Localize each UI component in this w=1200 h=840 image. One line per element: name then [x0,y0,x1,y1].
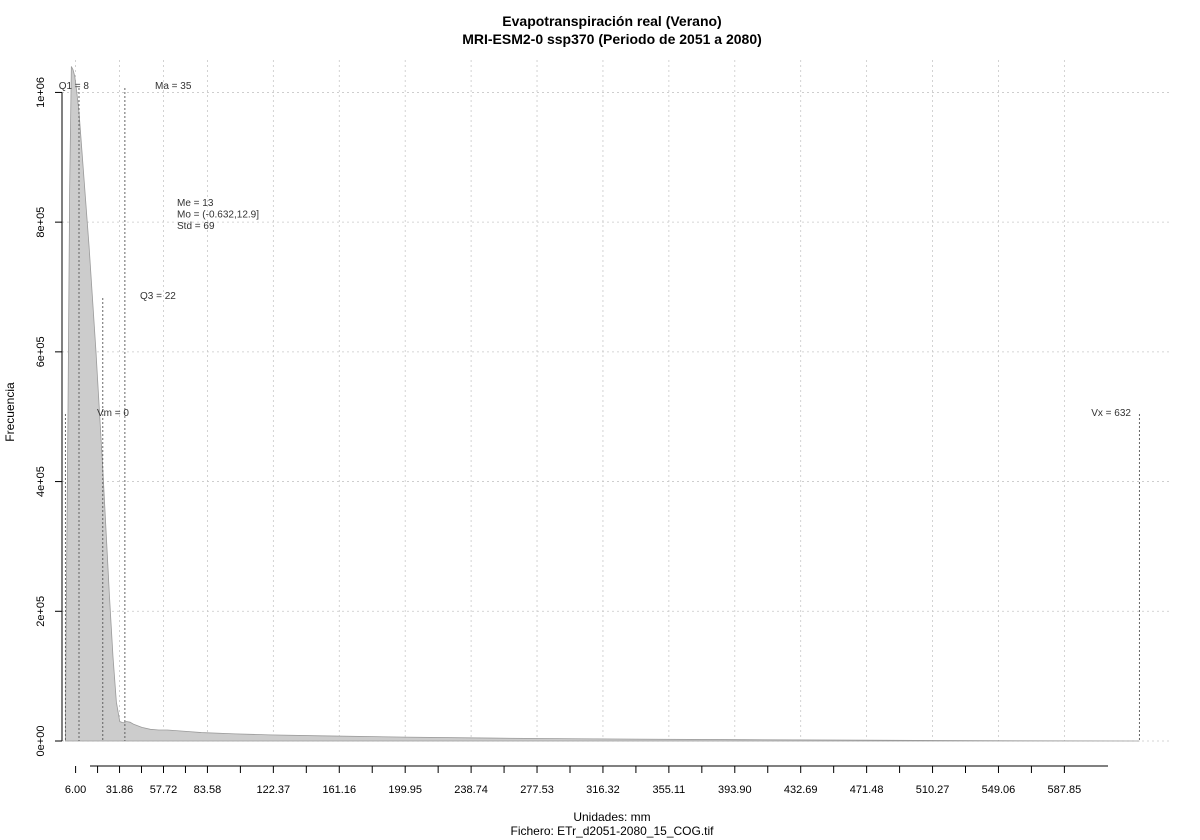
y-tick-label: 4e+05 [35,466,47,497]
x-tick-label: 549.06 [982,784,1016,796]
reference-line-label: Ma = 35 [155,81,192,92]
x-tick-label: 432.69 [784,784,818,796]
frequency-area [64,66,1140,742]
x-tick-label: 31.86 [106,784,134,796]
x-axis: 6.00 31.86 57.72 83.58 122.37 161.16 199.95 238… [65,765,1108,796]
stat-line: Me = 13 [177,198,214,209]
x-tick-label: 83.58 [194,784,222,796]
reference-line-label: Vm = 0 [97,408,129,419]
reference-line-label: Q1 = 8 [59,81,90,92]
x-tick-label: 57.72 [150,784,178,796]
x-tick-label: 393.90 [718,784,752,796]
y-axis-label: Frecuencia [3,382,17,442]
x-tick-label: 277.53 [520,784,554,796]
reference-line-label: Vx = 632 [1091,408,1131,419]
chart-subtitle: MRI-ESM2-0 ssp370 (Periodo de 2051 a 208… [462,31,762,47]
reference-lines: Q1 = 8 Ma = 35 Q3 = 22 Vm = 0 Vx = 632 [59,81,1140,741]
stat-line: Std = 69 [177,221,215,232]
x-tick-label: 238.74 [454,784,488,796]
y-tick-label: 2e+05 [35,596,47,627]
y-tick-label: 1e+06 [35,77,47,108]
grid-lines [62,60,1170,742]
chart-title: Evapotranspiración real (Verano) [502,13,721,29]
y-tick-label: 8e+05 [35,207,47,238]
x-tick-label: 471.48 [850,784,884,796]
y-tick-label: 0e+00 [35,726,47,757]
y-axis: 0e+00 2e+05 4e+05 6e+05 8e+05 1e+06 [35,77,63,757]
x-tick-label: 122.37 [257,784,291,796]
x-axis-label: Unidades: mm [573,810,650,824]
stat-line: Mo = (-0.632,12.9] [177,210,259,221]
file-footer: Fichero: ETr_d2051-2080_15_COG.tif [511,824,715,838]
x-tick-label: 587.85 [1048,784,1082,796]
y-tick-label: 6e+05 [35,336,47,367]
x-tick-label: 161.16 [322,784,356,796]
x-tick-label: 355.11 [652,784,685,796]
x-tick-label: 199.95 [388,784,422,796]
reference-line-label: Q3 = 22 [140,291,176,302]
x-tick-label: 510.27 [916,784,950,796]
x-tick-label: 316.32 [586,784,620,796]
x-tick-label: 6.00 [65,784,86,796]
